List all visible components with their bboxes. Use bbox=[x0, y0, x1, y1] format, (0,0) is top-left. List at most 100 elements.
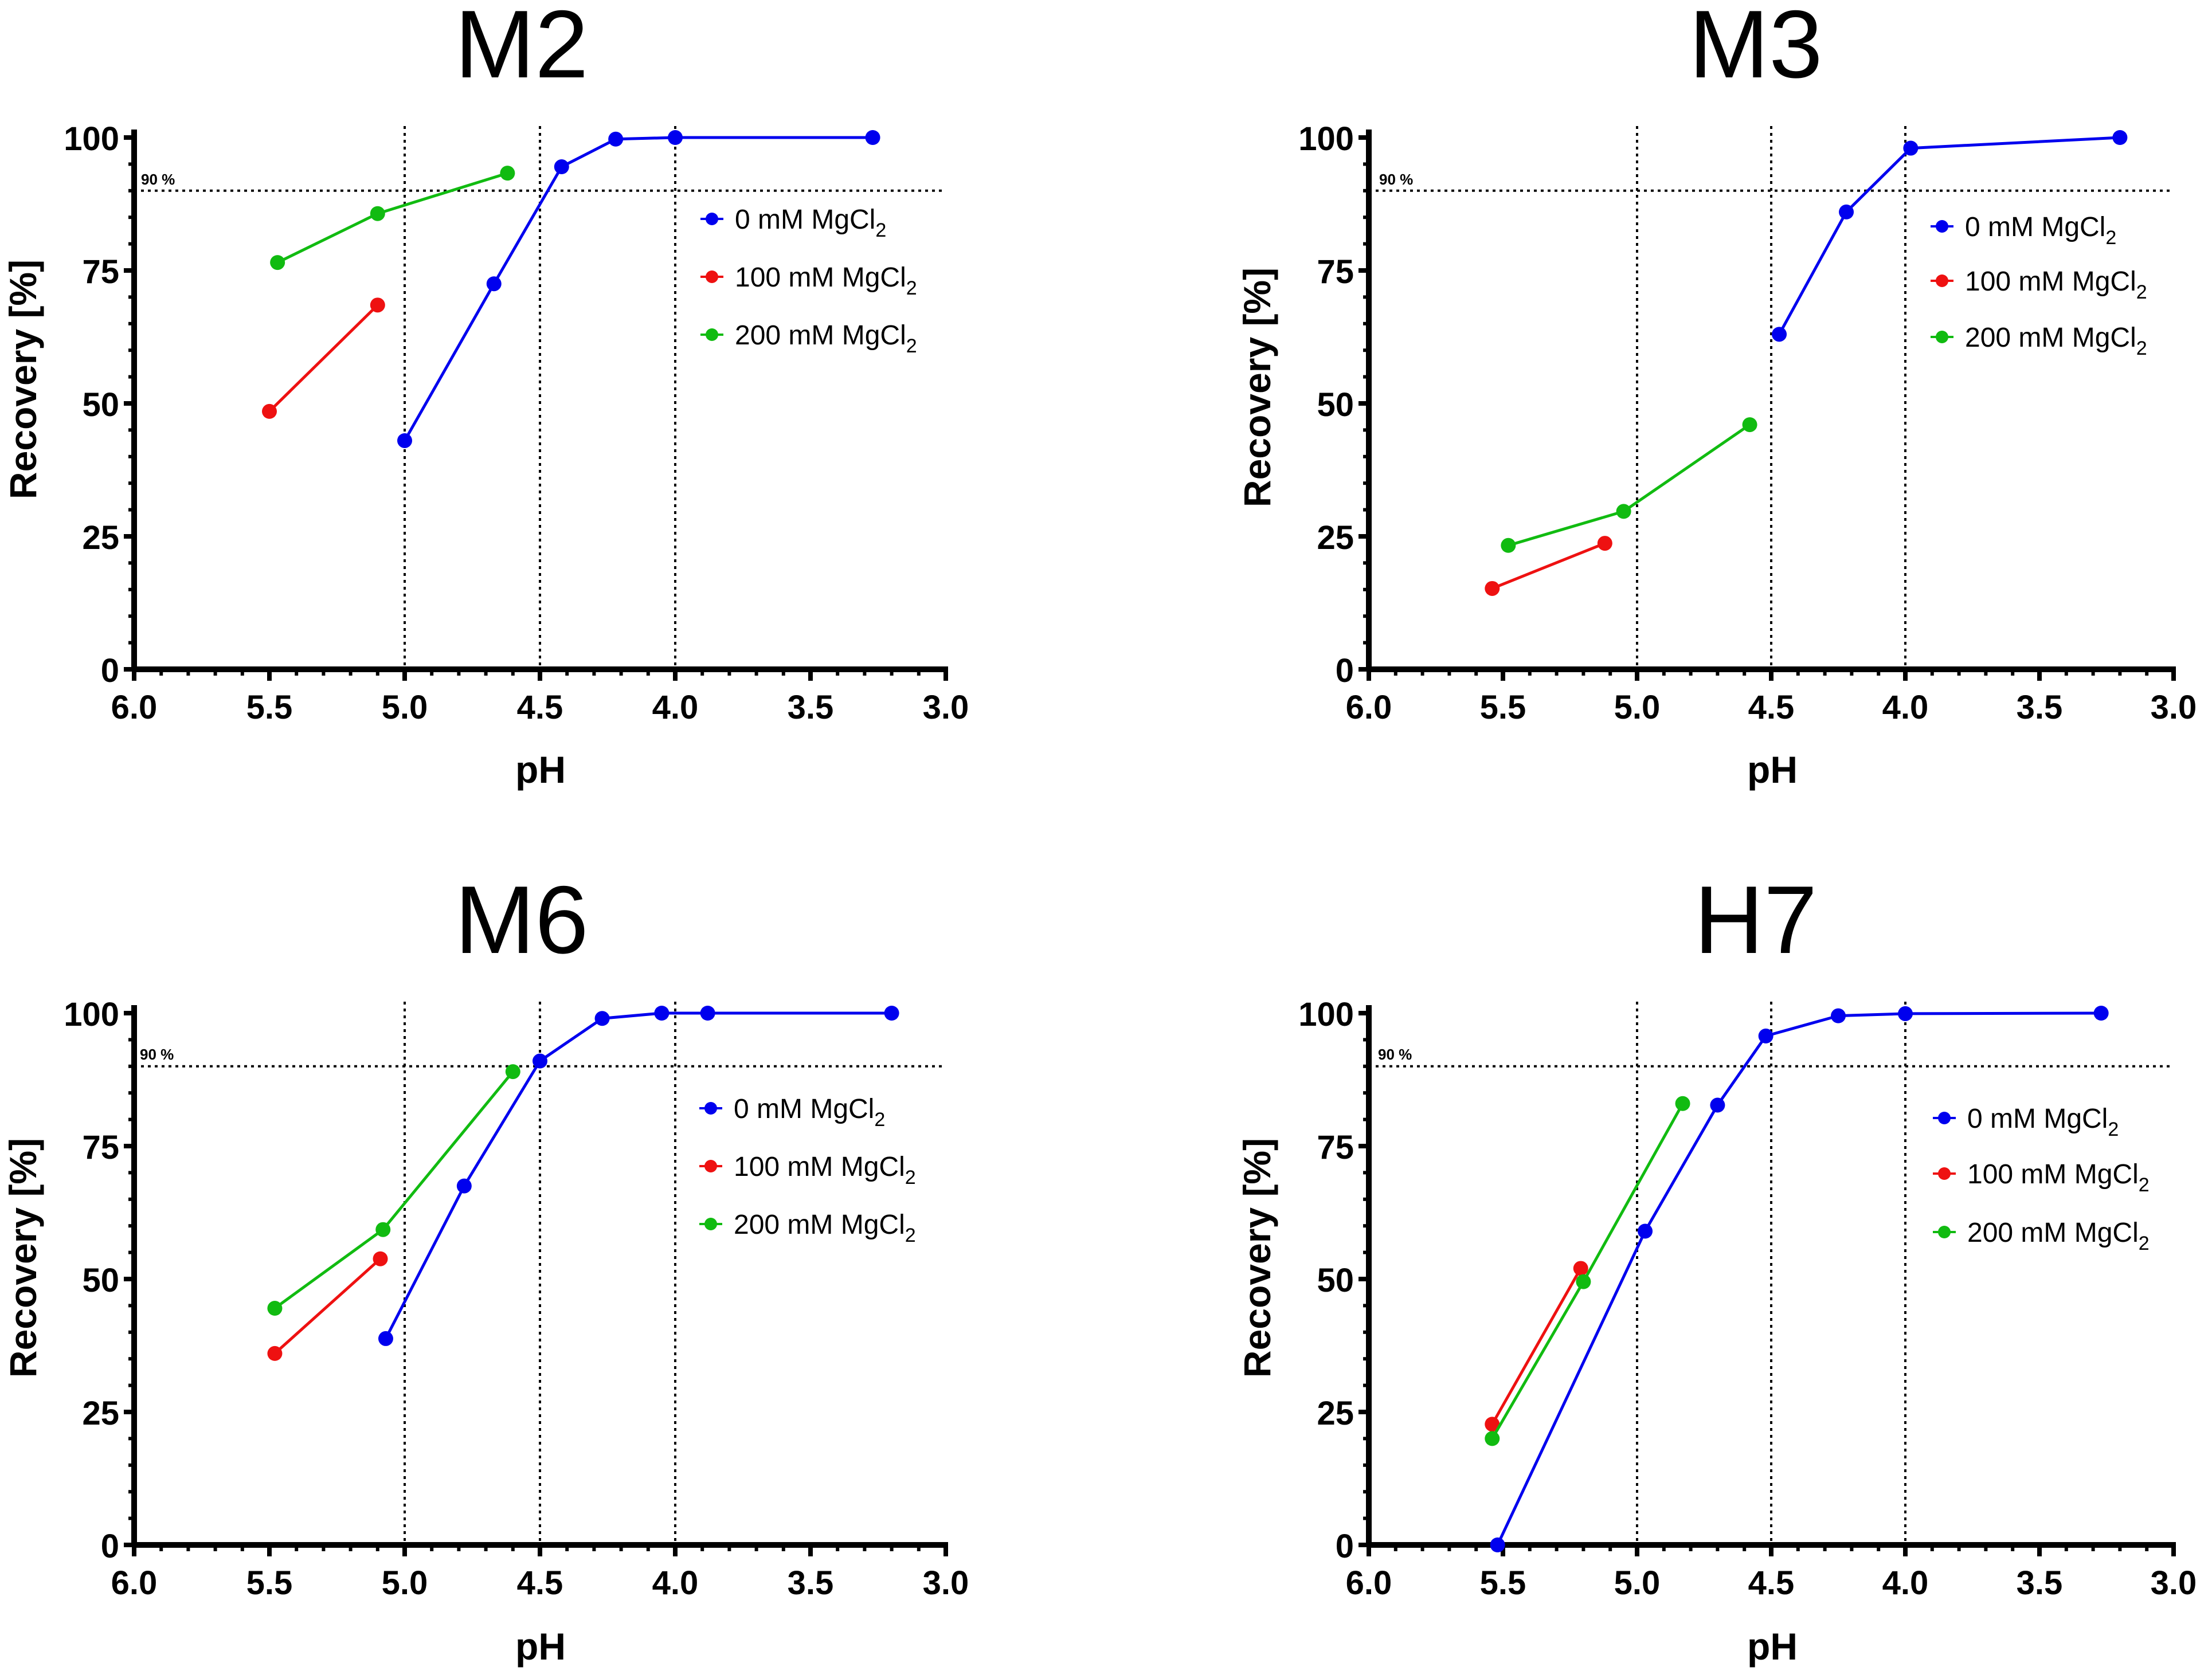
data-point bbox=[375, 1222, 391, 1237]
series-line bbox=[1508, 423, 1751, 547]
y-tick-label: 25 bbox=[1317, 519, 1354, 556]
data-point bbox=[1742, 417, 1757, 433]
legend-item-200mm: 200 mM MgCl2 bbox=[1933, 1218, 2150, 1254]
legend-marker bbox=[704, 1102, 717, 1115]
data-point bbox=[1490, 1537, 1505, 1552]
y-tick-labels: 0 25 50 75 100 bbox=[1298, 996, 1354, 1565]
data-point bbox=[456, 1178, 472, 1194]
x-tick-label: 5.5 bbox=[1480, 689, 1526, 726]
x-axis-title: pH bbox=[1747, 1625, 1798, 1668]
x-tick-label: 4.0 bbox=[652, 1564, 699, 1602]
series-line bbox=[273, 1257, 382, 1355]
y-tick-label: 25 bbox=[1317, 1395, 1354, 1432]
legend-subscript: 2 bbox=[874, 1109, 885, 1131]
y-tick-label: 75 bbox=[82, 1129, 119, 1166]
x-tick-labels: 6.0 5.5 5.0 4.5 4.0 3.5 3.0 bbox=[111, 1564, 969, 1602]
data-point bbox=[1710, 1097, 1725, 1113]
y-tick-label: 75 bbox=[1317, 253, 1354, 291]
x-tick-label: 3.5 bbox=[2017, 1564, 2063, 1602]
data-point bbox=[267, 1301, 283, 1316]
x-tick-label: 4.5 bbox=[1748, 689, 1795, 726]
x-tick-label: 3.0 bbox=[923, 689, 969, 726]
legend-text: 100 mM MgCl bbox=[735, 262, 906, 293]
x-axis-title: pH bbox=[1747, 748, 1798, 791]
panel-title: M2 bbox=[455, 0, 588, 98]
legend-item-200mm: 200 mM MgCl2 bbox=[1931, 323, 2147, 359]
data-point bbox=[1772, 327, 1787, 342]
legend: 0 mM MgCl2 100 mM MgCl2 200 mM MgCl2 bbox=[1933, 1104, 2150, 1254]
data-series bbox=[397, 130, 880, 448]
y-tick-labels: 0 25 50 75 100 bbox=[1298, 120, 1354, 689]
y-tick-labels: 0 25 50 75 100 bbox=[64, 120, 119, 689]
legend-label: 100 mM MgCl2 bbox=[1967, 1159, 2150, 1196]
series-line bbox=[268, 304, 379, 413]
data-point bbox=[594, 1011, 610, 1026]
legend-item-200mm: 200 mM MgCl2 bbox=[700, 320, 917, 357]
data-point bbox=[1616, 504, 1631, 519]
legend-subscript: 2 bbox=[2108, 1119, 2119, 1140]
data-point bbox=[1675, 1096, 1690, 1111]
y-tick-label: 0 bbox=[1336, 652, 1354, 689]
y-tick-label: 25 bbox=[82, 519, 119, 556]
legend-marker bbox=[704, 1218, 717, 1230]
legend-item-0mm: 0 mM MgCl2 bbox=[700, 205, 886, 241]
legend-marker bbox=[1936, 331, 1948, 343]
legend-subscript: 2 bbox=[906, 277, 917, 299]
x-tick-label: 6.0 bbox=[111, 689, 158, 726]
panel-title: H7 bbox=[1694, 866, 1818, 974]
data-series bbox=[267, 1064, 520, 1316]
legend-item-0mm: 0 mM MgCl2 bbox=[1931, 212, 2116, 249]
data-point bbox=[533, 1053, 547, 1069]
legend-text: 0 mM MgCl bbox=[1965, 212, 2105, 242]
legend-text: 200 mM MgCl bbox=[735, 320, 906, 351]
legend-item-200mm: 200 mM MgCl2 bbox=[699, 1210, 916, 1246]
plot-area bbox=[1358, 126, 2176, 681]
x-tick-label: 4.5 bbox=[1748, 1564, 1795, 1602]
ref-line-label: 90 % bbox=[140, 1046, 174, 1063]
y-tick-label: 100 bbox=[64, 120, 119, 158]
y-tick-label: 50 bbox=[82, 1262, 119, 1299]
x-tick-label: 4.0 bbox=[1882, 689, 1929, 726]
data-series bbox=[1485, 536, 1612, 596]
y-axis-title: Recovery [%] bbox=[1236, 268, 1278, 507]
data-point bbox=[1903, 140, 1919, 156]
y-tick-label: 100 bbox=[1298, 120, 1354, 158]
data-point bbox=[1573, 1261, 1588, 1276]
x-tick-label: 5.5 bbox=[246, 1564, 293, 1602]
y-tick-label: 0 bbox=[1336, 1528, 1354, 1565]
y-tick-label: 75 bbox=[82, 253, 119, 291]
series-line bbox=[273, 1070, 514, 1310]
data-point bbox=[1831, 1008, 1846, 1023]
legend-item-0mm: 0 mM MgCl2 bbox=[1933, 1104, 2119, 1140]
data-point bbox=[1839, 204, 1854, 219]
data-point bbox=[270, 255, 285, 270]
data-series bbox=[1772, 130, 2128, 342]
legend-label: 200 mM MgCl2 bbox=[1967, 1218, 2150, 1254]
plot-area bbox=[1358, 1002, 2176, 1556]
data-point bbox=[267, 1346, 283, 1361]
y-axis-title: Recovery [%] bbox=[1236, 1138, 1278, 1378]
legend-subscript: 2 bbox=[2136, 281, 2147, 303]
legend-marker bbox=[1936, 220, 1948, 233]
data-point bbox=[378, 1331, 393, 1346]
y-tick-label: 75 bbox=[1317, 1129, 1354, 1166]
y-axis-title: Recovery [%] bbox=[2, 260, 44, 499]
ref-line-label: 90 % bbox=[141, 171, 175, 188]
x-tick-label: 6.0 bbox=[1346, 689, 1392, 726]
legend-text: 200 mM MgCl bbox=[734, 1210, 905, 1240]
data-point bbox=[654, 1006, 670, 1021]
legend-label: 100 mM MgCl2 bbox=[734, 1152, 916, 1188]
legend-marker bbox=[706, 213, 718, 225]
legend-subscript: 2 bbox=[2139, 1233, 2150, 1254]
legend-marker bbox=[1938, 1226, 1951, 1238]
data-point bbox=[370, 297, 385, 313]
legend-text: 100 mM MgCl bbox=[1967, 1159, 2139, 1190]
data-series bbox=[1485, 1261, 1588, 1432]
legend-marker bbox=[704, 1160, 717, 1172]
x-tick-labels: 6.0 5.5 5.0 4.5 4.0 3.5 3.0 bbox=[1346, 689, 2197, 726]
legend-subscript: 2 bbox=[906, 335, 917, 357]
legend-label: 100 mM MgCl2 bbox=[735, 262, 917, 299]
y-tick-label: 100 bbox=[64, 996, 119, 1033]
legend-label: 200 mM MgCl2 bbox=[734, 1210, 916, 1246]
